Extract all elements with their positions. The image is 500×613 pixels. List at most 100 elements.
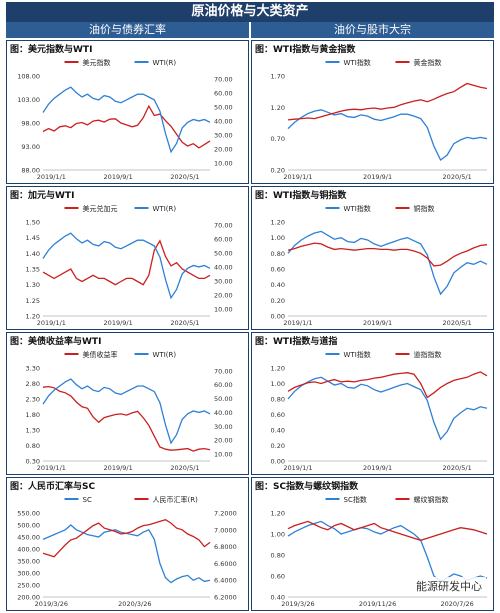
- y-tick-label: 0.20: [271, 167, 285, 175]
- y-tick-label: 1.00: [271, 531, 285, 539]
- chart-title: 图：SC指数与螺纹钢指数: [255, 482, 359, 492]
- y-tick-label: 1.80: [26, 411, 40, 419]
- x-tick-label: 2020/7/26: [440, 600, 473, 608]
- legend-label: 铜指数: [414, 204, 435, 213]
- chart-panel-1: 图：美元指数与WTI 美元指数 WTI(R) 108.00 103.00 98.00 93.…: [6, 40, 249, 184]
- y-tick-label: 1.40: [26, 250, 40, 258]
- y-tick-label: 0.20: [271, 442, 285, 450]
- legend-label: SC指数: [344, 495, 367, 504]
- y-tick-label: 1.25: [26, 297, 40, 305]
- y-tick-label: 500.00: [17, 522, 40, 530]
- legend: 美元兑加元 WTI(R): [64, 204, 176, 213]
- y-tick-label: 0.30: [26, 458, 40, 466]
- x-tick-label: 2019/1/1: [283, 464, 312, 472]
- x-tick-label: 2019/1/1: [37, 319, 66, 327]
- y-tick-label: 0.40: [271, 594, 285, 602]
- x-tick-label: 2020/3/26: [118, 600, 151, 608]
- legend-label: WTI指数: [344, 204, 371, 213]
- y2-tick-label: 30.00: [214, 131, 233, 139]
- chart-svg: 美债收益率 WTI(R) 3.30 2.80 2.30 1.80 1.30 0.80 0.30 7…: [26, 350, 233, 472]
- series-line-b: [42, 518, 211, 558]
- chart-title: 图：加元与WTI: [10, 191, 75, 201]
- series-line-b: [42, 232, 211, 300]
- y-tick-label: 3.30: [26, 365, 40, 373]
- series-line-a: [287, 109, 488, 161]
- x-tick-label: 2019/9/1: [104, 464, 133, 472]
- y2-tick-label: 20.00: [214, 291, 233, 299]
- chart-title: 图：人民币汇率与SC: [10, 482, 96, 492]
- legend-label: 螺纹钢指数: [414, 495, 449, 504]
- y2-tick-label: 50.00: [214, 103, 233, 111]
- x-tick-label: 2019/1/1: [283, 173, 312, 181]
- y-tick-label: 1.45: [26, 234, 40, 242]
- chart-title: 图：美元指数与WTI: [10, 45, 93, 55]
- y-tick-label: 0.70: [271, 135, 285, 143]
- y2-tick-label: 50.00: [214, 249, 233, 257]
- chart-panel-5: 图：美债收益率与WTI 美债收益率 WTI(R) 3.30 2.80 2.30 1.80 1.…: [6, 332, 249, 475]
- y2-tick-label: 7.0000: [214, 526, 237, 534]
- series-line-a: [287, 230, 488, 296]
- y-tick-label: 103.00: [17, 96, 40, 104]
- y-tick-label: 1.50: [26, 219, 40, 227]
- y-tick-label: 1.00: [271, 380, 285, 388]
- y-tick-label: 1.30: [26, 427, 40, 435]
- y-tick-label: 1.20: [26, 313, 40, 321]
- y-tick-label: 98.00: [21, 120, 40, 128]
- chart-title: 图：WTI指数与铜指数: [255, 191, 347, 201]
- chart-svg: WTI指数 道指指数1.201.000.800.600.400.200.00201…: [271, 350, 488, 472]
- series-line-b: [287, 371, 488, 399]
- legend-label: WTI(R): [153, 59, 177, 67]
- chart-panel-4: 图：WTI指数与铜指数 WTI指数 铜指数 1.20 1.00 0.80 0.60 0.40 0…: [251, 186, 494, 330]
- chart-svg: WTI指数 铜指数1.201.000.800.600.400.200.002019…: [271, 204, 488, 327]
- y2-tick-label: 60.00: [214, 381, 233, 389]
- y-tick-label: 0.80: [271, 552, 285, 560]
- y2-tick-label: 70.00: [214, 221, 233, 229]
- right-column-header: 油价与股市大宗: [251, 22, 494, 38]
- chart-svg: 美元兑加元 WTI(R) 1.50 1.45 1.40 1.35 1.30 1.25 1.20 7…: [26, 204, 233, 327]
- left-column-header: 油价与债券汇率: [6, 22, 249, 38]
- y2-tick-label: 10.00: [214, 451, 233, 459]
- y-tick-label: 450.00: [17, 534, 40, 542]
- x-tick-label: 2019/3/26: [281, 600, 314, 608]
- y-tick-label: 400.00: [17, 546, 40, 554]
- y-tick-label: 0.00: [271, 458, 285, 466]
- series-line-a: [42, 239, 211, 286]
- y2-tick-label: 6.4000: [214, 577, 237, 585]
- y2-tick-label: 30.00: [214, 423, 233, 431]
- y2-tick-label: 7.2000: [214, 510, 237, 518]
- y-tick-label: 108.00: [17, 73, 40, 81]
- y2-tick-label: 70.00: [214, 75, 233, 83]
- y-tick-label: 300.00: [17, 570, 40, 578]
- series-line-b: [287, 242, 488, 267]
- series-line-a: [287, 376, 488, 441]
- y2-tick-label: 20.00: [214, 437, 233, 445]
- series-line-b: [287, 520, 488, 541]
- y2-tick-label: 40.00: [214, 263, 233, 271]
- y-tick-label: 0.60: [271, 411, 285, 419]
- y-tick-label: 0.40: [271, 427, 285, 435]
- x-tick-label: 2020/5/1: [443, 319, 472, 327]
- chart-panel-2: 图：WTI指数与黄金指数 WTI指数 黄金指数 1.70 1.20 0.70 0.20 201…: [251, 40, 494, 184]
- watermark: 能源研发中心: [412, 577, 486, 595]
- legend-label: SC: [83, 496, 92, 504]
- legend: SC 人民币汇率(R): [64, 495, 198, 504]
- legend: WTI指数 铜指数: [325, 204, 435, 213]
- legend: WTI指数 道指指数: [325, 350, 442, 359]
- y-tick-label: 0.00: [271, 313, 285, 321]
- series-line-a: [42, 385, 211, 452]
- series-line-b: [42, 378, 211, 445]
- legend: WTI指数 黄金指数: [325, 58, 442, 67]
- legend-label: WTI(R): [153, 351, 177, 359]
- y-tick-label: 1.20: [271, 365, 285, 373]
- legend-label: 道指指数: [414, 350, 442, 359]
- y-tick-label: 0.60: [271, 573, 285, 581]
- x-tick-label: 2019/9/1: [104, 319, 133, 327]
- y2-tick-label: 60.00: [214, 89, 233, 97]
- y2-tick-label: 40.00: [214, 117, 233, 125]
- y-tick-label: 350.00: [17, 558, 40, 566]
- legend: SC指数 螺纹钢指数: [325, 495, 449, 504]
- x-tick-label: 2019/1/1: [37, 464, 66, 472]
- x-tick-label: 2019/9/1: [363, 464, 392, 472]
- x-tick-label: 2020/5/1: [170, 319, 199, 327]
